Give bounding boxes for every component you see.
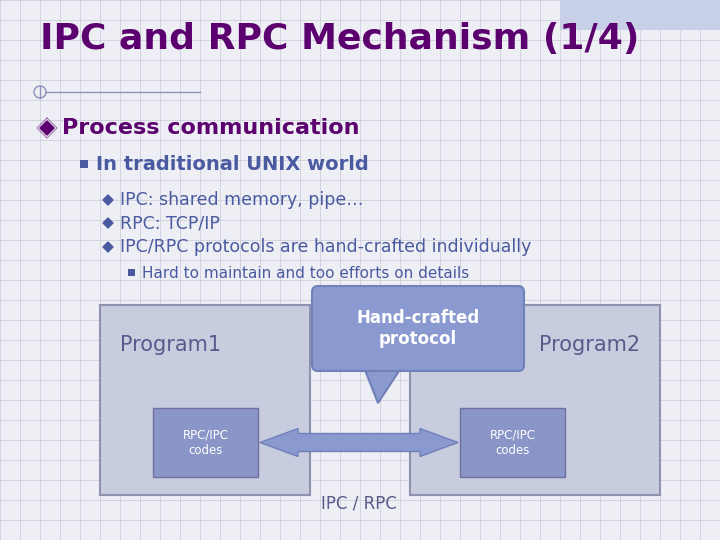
FancyBboxPatch shape: [312, 286, 524, 371]
Text: RPC/IPC
codes: RPC/IPC codes: [182, 429, 228, 456]
FancyBboxPatch shape: [560, 0, 720, 30]
Polygon shape: [103, 195, 113, 205]
Text: RPC/IPC
codes: RPC/IPC codes: [490, 429, 536, 456]
Polygon shape: [363, 365, 403, 403]
Text: Process communication: Process communication: [62, 118, 359, 138]
Text: IPC/RPC protocols are hand-crafted individually: IPC/RPC protocols are hand-crafted indiv…: [120, 238, 531, 256]
Text: IPC: shared memory, pipe…: IPC: shared memory, pipe…: [120, 191, 364, 209]
Polygon shape: [103, 218, 113, 228]
FancyBboxPatch shape: [100, 305, 310, 495]
Polygon shape: [260, 429, 458, 456]
Text: RPC: TCP/IP: RPC: TCP/IP: [120, 214, 220, 232]
Text: IPC / RPC: IPC / RPC: [321, 495, 397, 513]
FancyBboxPatch shape: [153, 408, 258, 477]
FancyBboxPatch shape: [460, 408, 565, 477]
FancyBboxPatch shape: [128, 269, 135, 276]
Polygon shape: [40, 121, 54, 135]
FancyBboxPatch shape: [410, 305, 660, 495]
FancyBboxPatch shape: [80, 160, 88, 168]
Text: Hard to maintain and too efforts on details: Hard to maintain and too efforts on deta…: [142, 266, 469, 280]
Text: Program2: Program2: [539, 335, 640, 355]
Text: Hand-crafted
protocol: Hand-crafted protocol: [356, 309, 480, 348]
Text: In traditional UNIX world: In traditional UNIX world: [96, 156, 369, 174]
Text: IPC and RPC Mechanism (1/4): IPC and RPC Mechanism (1/4): [40, 22, 639, 56]
Text: Program1: Program1: [120, 335, 221, 355]
Polygon shape: [103, 242, 113, 252]
